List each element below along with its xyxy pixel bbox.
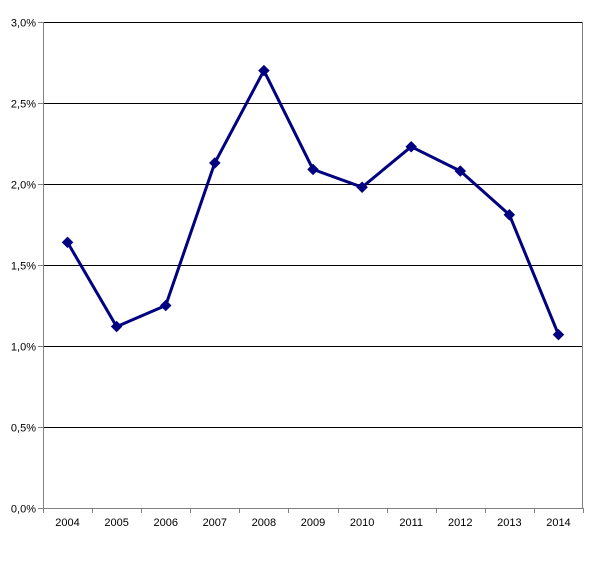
x-tick-label: 2010: [350, 517, 374, 529]
y-axis: 0,0% 0,5% 1,0% 1,5% 2,0% 2,5% 3,0%: [11, 18, 43, 516]
y-tick-label: 2,0%: [11, 180, 36, 192]
y-tick-label: 1,5%: [11, 261, 36, 273]
y-tick-label: 2,5%: [11, 99, 36, 111]
y-tick-label: 0,5%: [11, 423, 36, 435]
series-group: [61, 64, 565, 341]
data-point-2008: [258, 64, 270, 77]
x-tick-label: 2006: [153, 517, 177, 529]
x-tick-label: 2008: [252, 517, 276, 529]
x-tick-label: 2009: [301, 517, 325, 529]
data-point-2014: [552, 328, 565, 341]
series-line: [66, 69, 560, 336]
data-point-2012: [454, 165, 467, 177]
x-axis: 2004 2005 2006 2007 2008 2009 2010 2011 2012 2013…: [43, 508, 584, 529]
y-tick-label: 0,0%: [11, 504, 36, 516]
data-point-2010: [356, 181, 368, 194]
gridlines: [43, 22, 583, 428]
data-point-2004: [61, 236, 74, 249]
data-point-2007: [208, 157, 221, 169]
plot-area: [43, 22, 583, 509]
x-tick-label: 2013: [497, 517, 521, 529]
data-point-2006: [159, 299, 172, 312]
y-tick-label: 3,0%: [11, 18, 36, 30]
x-tick-label: 2004: [55, 517, 79, 529]
data-point-2009: [307, 163, 319, 176]
x-tick-label: 2014: [546, 517, 570, 529]
x-tick-label: 2012: [448, 517, 472, 529]
y-tick-label: 1,0%: [11, 342, 36, 354]
data-point-2013: [503, 208, 516, 221]
x-tick-label: 2005: [104, 517, 128, 529]
x-tick-label: 2007: [203, 517, 227, 529]
x-tick-label: 2011: [399, 517, 423, 529]
data-point-2005: [110, 320, 123, 333]
data-point-2011: [405, 140, 418, 153]
